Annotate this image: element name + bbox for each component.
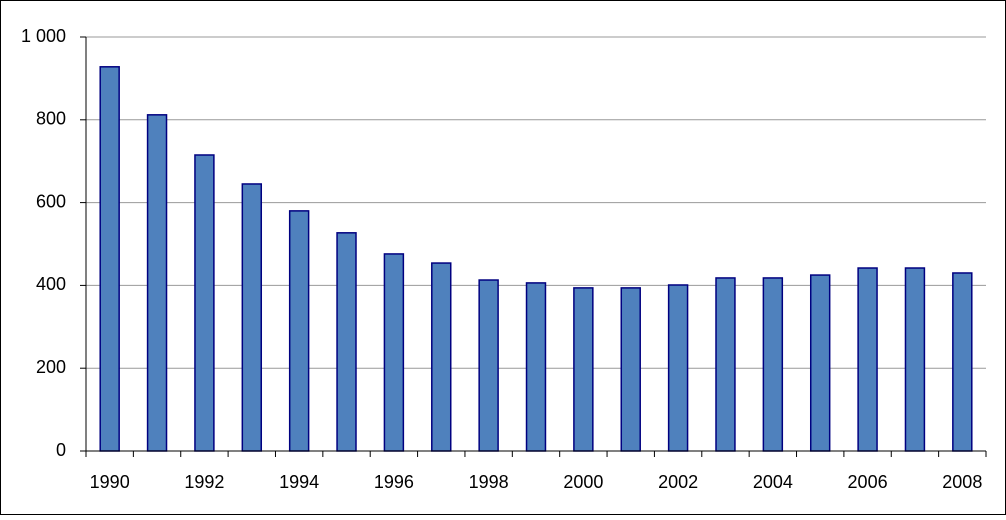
- y-tick-label: 1 000: [21, 26, 66, 46]
- y-tick-label: 600: [36, 191, 66, 211]
- y-tick-label: 0: [56, 440, 66, 460]
- bar: [478, 279, 499, 452]
- bar: [431, 262, 452, 452]
- bar: [904, 267, 926, 452]
- bar: [241, 183, 263, 452]
- x-tick-label: 2000: [563, 472, 603, 492]
- bar: [573, 287, 594, 452]
- bar: [383, 253, 405, 452]
- bar: [288, 210, 310, 452]
- x-tick-label: 2004: [753, 472, 793, 492]
- bar: [336, 232, 357, 452]
- x-tick-label: 2008: [942, 472, 982, 492]
- y-tick-label: 800: [36, 109, 66, 129]
- bar: [952, 272, 973, 452]
- bar: [525, 282, 547, 452]
- x-tick-label: 1992: [184, 472, 224, 492]
- y-tick-label: 200: [36, 357, 66, 377]
- bar: [99, 66, 120, 452]
- y-tick-label: 400: [36, 274, 66, 294]
- bar: [194, 154, 215, 452]
- bar: [620, 287, 641, 452]
- x-tick-label: 1996: [374, 472, 414, 492]
- bar: [762, 277, 784, 452]
- bar: [809, 274, 831, 452]
- bar: [146, 114, 168, 452]
- bar: [715, 277, 736, 452]
- x-tick-label: 2002: [658, 472, 698, 492]
- x-tick-label: 1990: [90, 472, 130, 492]
- x-tick-label: 2006: [848, 472, 888, 492]
- x-tick-label: 1994: [279, 472, 319, 492]
- bar: [857, 267, 878, 452]
- bar: [667, 284, 689, 452]
- x-tick-label: 1998: [469, 472, 509, 492]
